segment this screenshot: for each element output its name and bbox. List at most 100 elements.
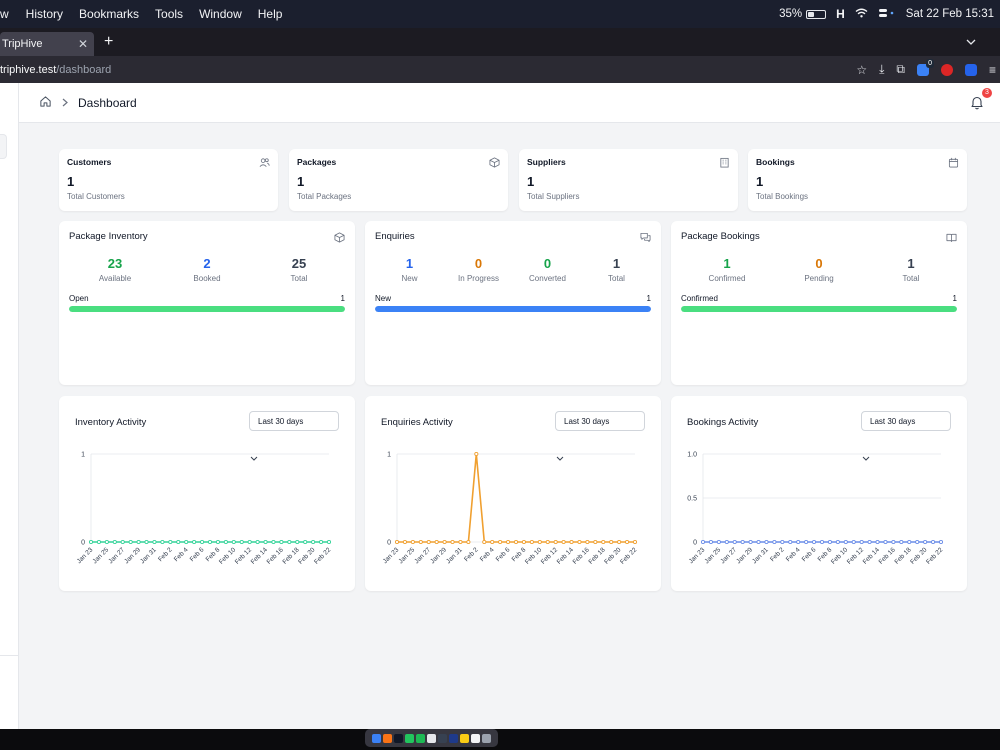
extension-navy-icon[interactable]: [964, 63, 977, 76]
summary-title: Package Inventory: [69, 231, 148, 242]
menu-bar: w History Bookmarks Tools Window Help 35…: [0, 0, 1000, 28]
data-point: [553, 539, 558, 545]
data-point: [859, 539, 864, 545]
finder-dock-icon[interactable]: [372, 733, 381, 743]
x-tick-label: Jan 31: [139, 546, 158, 565]
sidebar-divider: [0, 655, 18, 656]
stat-label: Packages: [297, 157, 337, 167]
x-tick-label: Jan 23: [382, 546, 401, 565]
data-point: [482, 539, 487, 545]
data-point: [458, 539, 463, 545]
menu-view[interactable]: w: [0, 7, 9, 21]
summary-metrics: 1 New 0 In Progress 0 Converted 1 Total: [375, 256, 651, 283]
chart-card-inventory-activity: Inventory Activity Last 30 days 0 1 Jan 23…: [59, 396, 355, 591]
top-bar: Dashboard 3: [19, 83, 1000, 123]
summary-card-package-bookings: Package Bookings 1 Confirmed 0 Pending 1 To…: [671, 221, 967, 385]
notifications-bell-icon[interactable]: 3: [970, 88, 992, 111]
chart-title: Enquiries Activity: [381, 417, 453, 428]
wifi-icon[interactable]: [855, 8, 868, 21]
y-tick-label: 1.0: [687, 452, 697, 459]
stat-sub: Total Packages: [297, 192, 352, 201]
metric-total: 1 Total: [902, 256, 920, 283]
bookmark-star-icon[interactable]: ☆: [856, 62, 868, 77]
data-point: [192, 539, 197, 545]
spotify-dock-icon[interactable]: [416, 733, 425, 743]
menu-window[interactable]: Window: [199, 7, 242, 21]
app-dock-icon[interactable]: [438, 733, 447, 743]
breadcrumb: Dashboard: [19, 95, 137, 111]
range-select[interactable]: Last 30 days: [555, 411, 645, 461]
app-dock-icon[interactable]: [427, 733, 436, 743]
data-point: [700, 539, 706, 545]
metric-converted: 0 Converted: [529, 256, 566, 283]
book-open-icon: [946, 233, 957, 243]
data-point: [152, 539, 157, 545]
preview-dock-icon[interactable]: [471, 733, 480, 743]
stat-card-suppliers: Suppliers 1 Total Suppliers: [519, 149, 738, 211]
users-icon: [259, 158, 270, 167]
data-point: [223, 539, 228, 545]
stat-value: 1: [756, 174, 764, 189]
extensions-puzzle-icon[interactable]: ⧉: [896, 62, 905, 76]
app-dock-icon[interactable]: [394, 733, 403, 743]
data-point: [104, 539, 109, 545]
x-tick-label: Feb 4: [173, 546, 190, 563]
close-tab-icon[interactable]: ✕: [77, 37, 88, 51]
sidebar-active-item[interactable]: [0, 134, 7, 159]
menu-tools[interactable]: Tools: [155, 7, 184, 21]
chevron-down-icon: [250, 456, 258, 461]
data-point: [168, 539, 173, 545]
menu-history[interactable]: History: [25, 7, 64, 21]
summary-title: Package Bookings: [681, 231, 760, 242]
notes-dock-icon[interactable]: [460, 733, 469, 743]
new-tab-icon[interactable]: +: [104, 33, 114, 50]
data-point: [537, 539, 542, 545]
x-tick-label: Jan 27: [107, 546, 126, 565]
data-point: [160, 539, 165, 545]
hamburger-menu-icon[interactable]: ≡: [988, 62, 996, 77]
control-center-icon[interactable]: [878, 8, 896, 21]
trash-dock-icon[interactable]: [482, 733, 491, 743]
building-icon: [720, 157, 729, 168]
app-dock-icon[interactable]: [449, 733, 458, 743]
h-app-icon[interactable]: H: [836, 7, 845, 21]
home-icon[interactable]: [39, 95, 52, 111]
extension-red-icon[interactable]: [940, 63, 953, 76]
progress-fill: [69, 306, 345, 312]
x-tick-label: Jan 23: [76, 546, 95, 565]
downloads-icon[interactable]: ⤓: [879, 62, 885, 76]
notification-count-badge: 3: [982, 88, 992, 98]
y-tick-label: 1: [387, 452, 391, 459]
metric-in-progress: 0 In Progress: [458, 256, 499, 283]
data-point: [287, 539, 292, 545]
data-point: [271, 539, 276, 545]
menu-bookmarks[interactable]: Bookmarks: [79, 7, 140, 21]
url-host: triphive.test: [0, 63, 57, 76]
data-point: [239, 539, 244, 545]
tab-triphive[interactable]: TripHive ✕: [0, 32, 94, 56]
data-point: [593, 539, 598, 545]
battery-indicator[interactable]: 35%: [779, 8, 827, 20]
url-text[interactable]: triphive.test/dashboard: [0, 64, 111, 76]
data-point: [899, 539, 904, 545]
data-point: [923, 539, 928, 545]
data-point: [851, 539, 856, 545]
address-bar[interactable]: triphive.test/dashboard ☆ ⤓ ⧉ 0 ≡: [0, 56, 1000, 83]
data-point: [402, 539, 407, 545]
x-tick-label: Jan 23: [688, 546, 707, 565]
data-point: [295, 539, 300, 545]
x-tick-label: Feb 4: [785, 546, 802, 563]
clock[interactable]: Sat 22 Feb 15:31: [905, 8, 994, 20]
stat-card-customers: Customers 1 Total Customers: [59, 149, 278, 211]
range-select[interactable]: Last 30 days: [861, 411, 951, 461]
data-point: [764, 539, 769, 545]
menu-help[interactable]: Help: [257, 7, 283, 21]
data-point: [176, 539, 181, 545]
series-line: [397, 453, 635, 543]
range-select[interactable]: Last 30 days: [249, 411, 339, 461]
messages-dock-icon[interactable]: [405, 733, 414, 743]
tab-list-chevron-icon[interactable]: [966, 34, 976, 48]
firefox-dock-icon[interactable]: [383, 733, 392, 743]
extension-blue-icon[interactable]: 0: [916, 58, 934, 76]
